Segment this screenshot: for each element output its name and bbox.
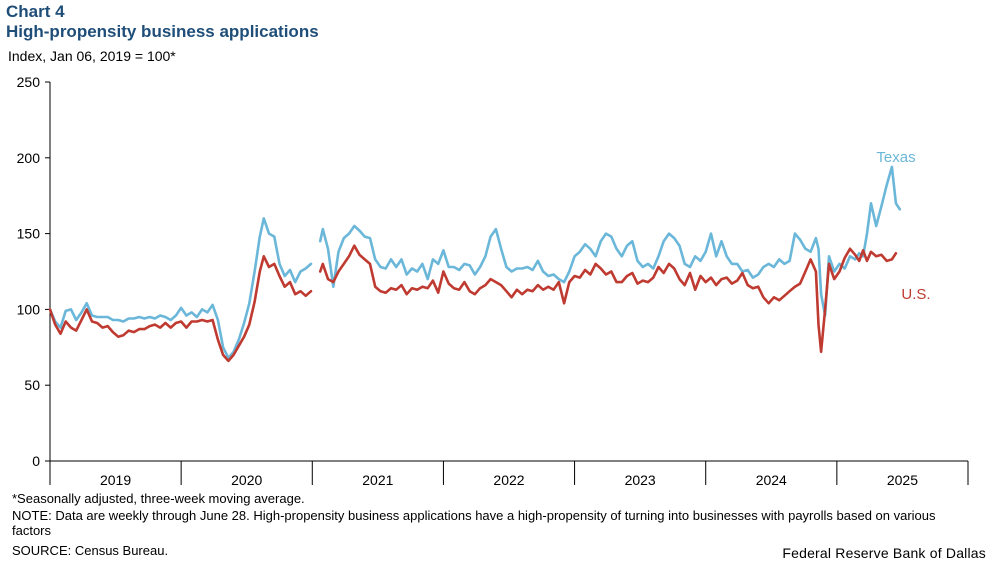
x-tick-label: 2019 [100, 472, 131, 488]
y-tick-label: 50 [24, 377, 40, 393]
line-chart: 0 50 100 150 200 250 2019 2020 2021 2022 2023 2024 2… [17, 74, 969, 488]
footnote-note: NOTE: Data are weekly through June 28. H… [12, 508, 936, 538]
series-layer: Texas U.S. [48, 149, 931, 363]
y-tick-label: 200 [17, 150, 41, 166]
x-tick-label: 2025 [887, 472, 918, 488]
y-tick-label: 100 [17, 301, 41, 317]
series-label-us: U.S. [901, 286, 930, 303]
y-tick-label: 150 [17, 226, 41, 242]
series-line-us [48, 255, 313, 363]
publisher-credit: Federal Reserve Bank of Dallas [782, 545, 986, 561]
chart-title: High-propensity business applications [6, 22, 319, 41]
x-tick-label: 2020 [231, 472, 262, 488]
y-axis-unit-label: Index, Jan 06, 2019 = 100* [8, 48, 176, 64]
x-tick-label: 2022 [493, 472, 524, 488]
series-line-texas [48, 217, 313, 360]
y-tick-label: 0 [32, 453, 40, 469]
x-tick-label: 2023 [625, 472, 656, 488]
series-line-us [318, 244, 898, 354]
x-tick-label: 2024 [756, 472, 787, 488]
series-label-texas: Texas [876, 149, 915, 166]
x-tick-label: 2021 [362, 472, 393, 488]
chart-number: Chart 4 [6, 2, 65, 21]
series-line-texas [318, 165, 902, 317]
y-tick-label: 250 [17, 74, 41, 90]
footnote-source: SOURCE: Census Bureau. [12, 543, 169, 558]
axes: 0 50 100 150 200 250 2019 2020 2021 2022 2023 2024 2… [17, 74, 969, 488]
footnote-seasonal: *Seasonally adjusted, three-week moving … [12, 491, 305, 506]
